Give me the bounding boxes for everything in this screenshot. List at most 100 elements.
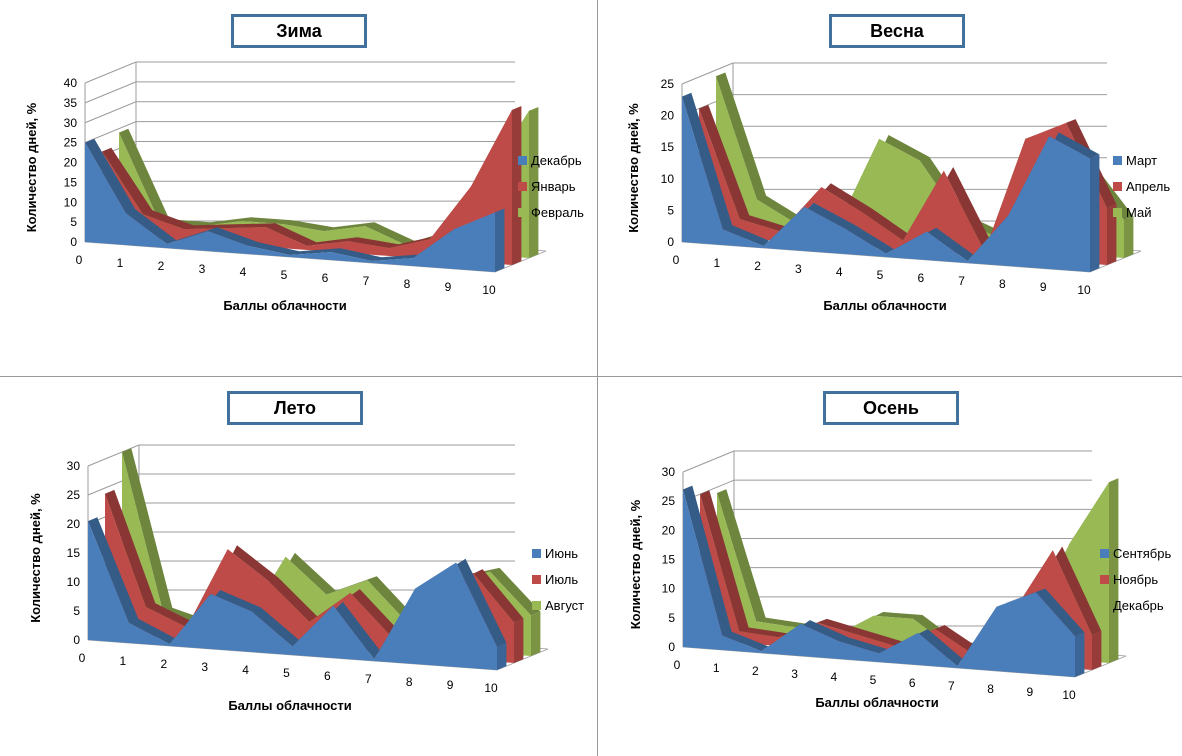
- x-tick-label: 0: [674, 658, 681, 672]
- legend: Июнь Июль Август: [532, 546, 584, 613]
- y-tick-label: 10: [661, 172, 675, 186]
- series-ribbon: [716, 72, 1134, 240]
- series-area: [85, 142, 495, 272]
- y-tick-label: 40: [64, 76, 78, 90]
- y-tick-label: 25: [661, 77, 675, 91]
- x-tick-label: 10: [484, 681, 498, 695]
- gridline-side: [87, 444, 140, 467]
- series-end-cap: [514, 618, 524, 663]
- x-tick-label: 1: [120, 654, 127, 668]
- y-tick-label: 0: [70, 235, 77, 249]
- y-tick-label: 30: [67, 459, 81, 473]
- x-tick-label: 8: [999, 277, 1006, 291]
- y-tick-label: 15: [661, 140, 675, 154]
- legend-swatch: [518, 182, 527, 191]
- legend: Март Апрель Май: [1113, 153, 1170, 220]
- legend-swatch: [1113, 156, 1122, 165]
- y-tick-label: 35: [64, 96, 78, 110]
- series-end-cap: [531, 611, 541, 656]
- y-tick-label: 20: [662, 523, 676, 537]
- series-area: [682, 96, 1090, 272]
- legend-label: Январь: [531, 179, 576, 194]
- y-tick-label: 5: [70, 215, 77, 229]
- x-tick-label: 0: [673, 253, 680, 267]
- x-tick-label: 6: [324, 669, 331, 683]
- gridline-side: [84, 61, 137, 84]
- legend-swatch: [518, 156, 527, 165]
- horizontal-divider: [0, 376, 1182, 377]
- series-end-cap: [1075, 632, 1085, 677]
- x-tick-label: 8: [404, 277, 411, 291]
- legend-label: Декабрь: [1113, 598, 1164, 613]
- x-axis-title: Баллы облачности: [228, 698, 351, 713]
- legend-swatch: [1100, 549, 1109, 558]
- legend-label: Июль: [545, 572, 578, 587]
- x-tick-label: 8: [406, 675, 413, 689]
- legend-swatch: [532, 549, 541, 558]
- x-axis-title: Баллы облачности: [815, 695, 938, 710]
- legend-label: Март: [1126, 153, 1157, 168]
- x-tick-label: 4: [836, 265, 843, 279]
- y-tick-label: 0: [73, 633, 80, 647]
- x-tick-label: 4: [240, 265, 247, 279]
- series-end-cap: [1107, 204, 1117, 265]
- x-tick-label: 10: [482, 283, 496, 297]
- x-tick-label: 7: [365, 672, 372, 686]
- chart-title: Лето: [227, 391, 363, 425]
- series-area: [683, 489, 1075, 677]
- x-tick-label: 1: [713, 661, 720, 675]
- series-1: [682, 92, 1100, 272]
- legend-label: Апрель: [1126, 179, 1170, 194]
- chart-title: Осень: [823, 391, 959, 425]
- y-tick-label: 30: [64, 116, 78, 130]
- series-end-cap: [1124, 216, 1134, 258]
- x-tick-label: 9: [1040, 280, 1047, 294]
- y-axis-title: Количество дней, %: [24, 102, 39, 232]
- x-tick-label: 2: [752, 664, 759, 678]
- series-end-cap: [512, 106, 522, 265]
- y-tick-label: 20: [67, 517, 81, 531]
- legend-label: Июнь: [545, 546, 578, 561]
- x-tick-label: 0: [79, 651, 86, 665]
- series-ribbon: [699, 104, 1117, 252]
- vertical-divider: [597, 0, 598, 756]
- x-tick-label: 5: [283, 666, 290, 680]
- legend-swatch: [532, 575, 541, 584]
- y-tick-label: 15: [64, 175, 78, 189]
- y-tick-label: 5: [73, 604, 80, 618]
- legend: Сентябрь Ноябрь Декабрь: [1100, 546, 1171, 613]
- gridline-side: [84, 121, 137, 144]
- x-tick-label: 2: [754, 259, 761, 273]
- y-tick-label: 30: [662, 465, 676, 479]
- chart-panel-autumn: Осень 0 5 10 15 20 25 30 0 1 2 3 4 5 6 7 8 9 10 Баллы обла…: [598, 377, 1182, 756]
- gridline-side: [682, 450, 735, 473]
- x-tick-label: 3: [201, 660, 208, 674]
- y-tick-label: 25: [662, 494, 676, 508]
- legend-swatch: [1113, 182, 1122, 191]
- x-tick-label: 4: [830, 670, 837, 684]
- series-1: [683, 485, 1085, 677]
- y-tick-label: 15: [67, 546, 81, 560]
- chart-panel-winter: Зима 0 5 10 15 20 25 30 35 40 0 1 2 3 4 5 6 7 8 9 10 Баллы о…: [0, 0, 597, 376]
- y-tick-label: 0: [667, 235, 674, 249]
- x-tick-label: 9: [447, 678, 454, 692]
- x-axis-title: Баллы облачности: [823, 298, 946, 313]
- y-tick-label: 25: [67, 488, 81, 502]
- series-area: [88, 521, 497, 670]
- x-tick-label: 8: [987, 682, 994, 696]
- x-tick-label: 1: [713, 256, 720, 270]
- series-end-cap: [497, 642, 507, 670]
- gridline-side: [84, 101, 137, 124]
- chart-title: Весна: [829, 14, 965, 48]
- y-tick-label: 10: [64, 195, 78, 209]
- x-tick-label: 7: [948, 679, 955, 693]
- x-tick-label: 10: [1062, 688, 1076, 702]
- chart-title: Зима: [231, 14, 367, 48]
- x-tick-label: 0: [76, 253, 83, 267]
- x-tick-label: 5: [870, 673, 877, 687]
- x-tick-label: 4: [242, 663, 249, 677]
- x-tick-label: 6: [909, 676, 916, 690]
- gridline-side: [681, 62, 734, 85]
- y-tick-label: 5: [667, 203, 674, 217]
- legend-label: Сентябрь: [1113, 546, 1171, 561]
